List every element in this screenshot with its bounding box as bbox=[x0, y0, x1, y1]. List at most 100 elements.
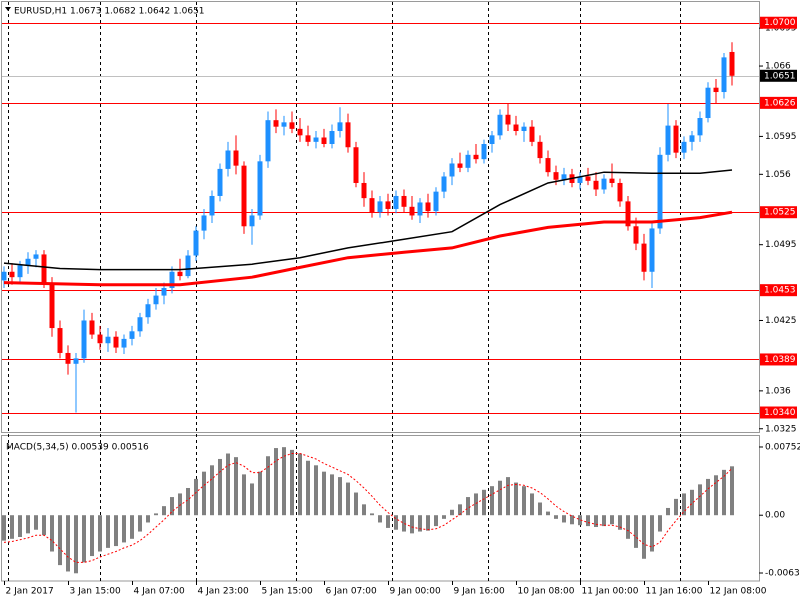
macd-bar bbox=[50, 515, 54, 552]
candle-body bbox=[137, 317, 143, 332]
y-tick-label: 1.0325 bbox=[765, 424, 797, 434]
macd-bar bbox=[242, 474, 246, 516]
candle-body bbox=[369, 198, 375, 213]
axis-layer: 1.06951.0661.05951.0561.04951.04251.0361… bbox=[4, 16, 800, 597]
macd-bar bbox=[466, 497, 470, 516]
candle-body bbox=[185, 255, 191, 277]
macd-bar bbox=[130, 515, 134, 539]
candle-body bbox=[593, 180, 599, 190]
candle-body bbox=[673, 125, 679, 153]
candle-body bbox=[681, 141, 687, 153]
x-tick-label: 5 Jan 15:00 bbox=[262, 587, 314, 597]
macd-bar bbox=[706, 478, 710, 516]
macd-bar bbox=[170, 497, 174, 516]
macd-bar bbox=[210, 465, 214, 516]
candle-body bbox=[465, 154, 471, 168]
macd-bar bbox=[682, 493, 686, 516]
candle-body bbox=[73, 358, 79, 364]
macd-bar bbox=[42, 515, 46, 536]
macd-bar bbox=[306, 460, 310, 516]
macd-bar bbox=[650, 515, 654, 552]
macd-bar bbox=[530, 493, 534, 516]
candle-body bbox=[553, 172, 559, 180]
macd-bar bbox=[274, 448, 278, 516]
macd-bar bbox=[490, 486, 494, 516]
macd-bar bbox=[282, 447, 286, 516]
candle-body bbox=[145, 304, 151, 318]
level-tag bbox=[760, 284, 797, 297]
candle-body bbox=[377, 201, 383, 213]
candle-body bbox=[697, 118, 703, 136]
macd-bar bbox=[394, 515, 398, 530]
x-tick-label: 9 Jan 16:00 bbox=[454, 587, 506, 597]
candle-body bbox=[433, 191, 439, 212]
candle-body bbox=[513, 124, 519, 132]
macd-bar bbox=[370, 513, 374, 516]
x-tick-label: 4 Jan 07:00 bbox=[134, 587, 186, 597]
macd-bar bbox=[554, 515, 558, 519]
candle-body bbox=[345, 122, 351, 148]
candle-body bbox=[441, 176, 447, 192]
level-tag-label: 1.0525 bbox=[764, 208, 796, 218]
macd-title: MACD(5,34,5) 0.00539 0.00516 bbox=[6, 443, 149, 453]
macd-bar bbox=[594, 515, 598, 528]
candle-body bbox=[33, 254, 39, 259]
macd-bar bbox=[138, 515, 142, 532]
candle-body bbox=[729, 51, 735, 76]
candle-body bbox=[521, 126, 527, 132]
candle-body bbox=[457, 163, 463, 168]
menu-triangle[interactable] bbox=[5, 7, 11, 11]
candle-body bbox=[721, 57, 727, 93]
candle-body bbox=[657, 154, 663, 229]
candle-body bbox=[161, 288, 167, 296]
macd-bar bbox=[506, 477, 510, 516]
macd-bar bbox=[642, 515, 646, 559]
macd-bar bbox=[146, 515, 150, 523]
candle-body bbox=[361, 182, 367, 199]
macd-bar bbox=[522, 486, 526, 516]
x-tick-label: 11 Jan 16:00 bbox=[646, 587, 703, 597]
macd-bar bbox=[18, 515, 22, 537]
macd-bar bbox=[26, 515, 30, 534]
macd-bar bbox=[266, 456, 270, 516]
macd-bar bbox=[418, 515, 422, 532]
candle-body bbox=[57, 328, 63, 353]
y-tick-label: 1.0495 bbox=[765, 240, 797, 250]
level-tag-label: 1.0626 bbox=[764, 98, 796, 108]
macd-bar bbox=[66, 515, 70, 572]
macd-bar bbox=[122, 515, 126, 543]
macd-bar bbox=[722, 469, 726, 516]
macd-bar bbox=[610, 515, 614, 525]
macd-bar bbox=[538, 502, 542, 516]
candle-body bbox=[289, 122, 295, 129]
macd-bar bbox=[698, 484, 702, 516]
macd-bar bbox=[586, 515, 590, 527]
macd-bar bbox=[218, 458, 222, 516]
macd-bar bbox=[234, 457, 238, 516]
candle-body bbox=[201, 215, 207, 231]
macd-bar bbox=[402, 515, 406, 532]
macd-bar bbox=[578, 515, 582, 526]
candle-body bbox=[313, 137, 319, 142]
macd-bar bbox=[362, 504, 366, 516]
candle-body bbox=[97, 334, 103, 344]
candle-body bbox=[489, 135, 495, 144]
macd-bar bbox=[458, 504, 462, 516]
level-tag-label: 1.0340 bbox=[764, 408, 796, 418]
candle-body bbox=[649, 228, 655, 272]
macd-bar bbox=[498, 480, 502, 516]
candle-body bbox=[169, 271, 175, 288]
y-tick-label: -0.00637 bbox=[765, 569, 800, 579]
y-tick-label: 1.056 bbox=[765, 170, 791, 180]
candle-body bbox=[545, 158, 551, 173]
candle-body bbox=[481, 144, 487, 160]
macd-bar bbox=[258, 471, 262, 516]
y-tick-label: 1.066 bbox=[765, 62, 791, 72]
macd-bar bbox=[346, 482, 350, 516]
candle-body bbox=[193, 230, 199, 256]
level-tag bbox=[760, 16, 797, 29]
macd-bar bbox=[106, 515, 110, 548]
candle-body bbox=[385, 201, 391, 209]
moving-average-line bbox=[3, 210, 733, 287]
